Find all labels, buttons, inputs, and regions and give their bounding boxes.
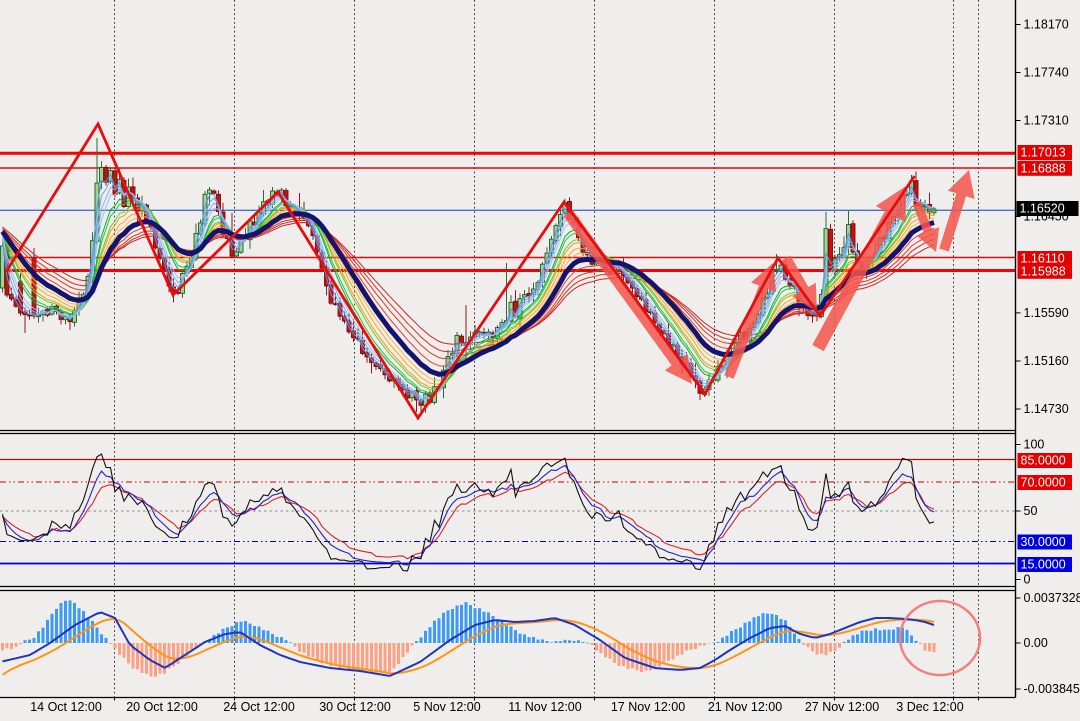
svg-text:20 Oct 12:00: 20 Oct 12:00: [126, 700, 198, 714]
svg-text:1.17013: 1.17013: [1021, 146, 1066, 160]
svg-text:5 Nov 12:00: 5 Nov 12:00: [413, 700, 480, 714]
svg-text:0.00: 0.00: [1024, 636, 1048, 650]
svg-text:11 Nov 12:00: 11 Nov 12:00: [508, 700, 581, 714]
svg-text:24 Oct 12:00: 24 Oct 12:00: [223, 700, 295, 714]
svg-text:30.0000: 30.0000: [1021, 535, 1066, 549]
svg-text:27 Nov 12:00: 27 Nov 12:00: [805, 700, 879, 714]
svg-text:50: 50: [1024, 504, 1038, 518]
svg-text:1.16520: 1.16520: [1020, 202, 1065, 216]
svg-text:85.0000: 85.0000: [1021, 454, 1066, 468]
svg-text:1.18170: 1.18170: [1024, 18, 1069, 32]
svg-text:15.0000: 15.0000: [1021, 558, 1066, 572]
svg-text:-0.003845: -0.003845: [1024, 682, 1080, 696]
svg-text:14 Oct 12:00: 14 Oct 12:00: [30, 700, 102, 714]
svg-text:70.0000: 70.0000: [1021, 476, 1066, 490]
svg-text:0.0037328: 0.0037328: [1024, 591, 1080, 605]
svg-text:1.14730: 1.14730: [1024, 402, 1069, 416]
svg-text:1.15988: 1.15988: [1021, 265, 1066, 279]
svg-text:0: 0: [1024, 573, 1031, 587]
svg-text:17 Nov 12:00: 17 Nov 12:00: [611, 700, 685, 714]
svg-text:21 Nov 12:00: 21 Nov 12:00: [708, 700, 782, 714]
svg-text:30 Oct 12:00: 30 Oct 12:00: [319, 700, 391, 714]
svg-text:1.15160: 1.15160: [1024, 354, 1069, 368]
svg-text:1.15590: 1.15590: [1024, 306, 1069, 320]
svg-text:1.16888: 1.16888: [1021, 162, 1066, 176]
svg-text:100: 100: [1024, 438, 1045, 452]
svg-text:3 Dec 12:00: 3 Dec 12:00: [896, 700, 963, 714]
svg-text:1.17740: 1.17740: [1024, 66, 1069, 80]
svg-text:1.17310: 1.17310: [1024, 114, 1069, 128]
